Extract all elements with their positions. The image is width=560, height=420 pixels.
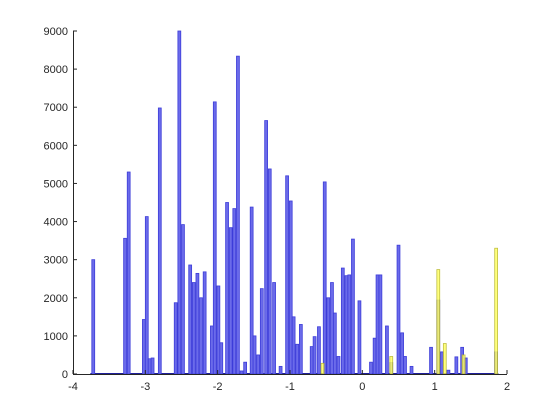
histogram-bar [259, 288, 264, 375]
histogram-bar [91, 259, 96, 375]
histogram-bar [378, 274, 383, 375]
histogram-bar [291, 316, 296, 375]
histogram-bar [210, 325, 214, 375]
histogram-bar [142, 319, 146, 375]
x-tick-label: -3 [140, 381, 150, 393]
y-tick-label: 3000 [44, 255, 68, 267]
histogram-bar [150, 357, 155, 375]
histogram-bar [256, 354, 261, 375]
histogram-bar [317, 326, 321, 375]
histogram-bar [177, 30, 182, 375]
histogram-bar [272, 282, 276, 375]
histogram-bar [188, 264, 193, 375]
bars-layer [90, 30, 499, 375]
histogram-bar [278, 365, 283, 375]
y-tick-label: 5000 [44, 178, 68, 190]
histogram-bar [442, 343, 447, 375]
x-tick-label: -4 [68, 381, 78, 393]
histogram-bar [389, 356, 394, 375]
histogram-bar [252, 335, 257, 375]
histogram-bar [320, 362, 325, 375]
histogram-bar [385, 325, 389, 375]
histogram-bar [330, 282, 334, 375]
histogram-bar [494, 247, 498, 375]
histogram-bar [336, 356, 341, 375]
histogram-bar [173, 302, 178, 375]
histogram-bar [309, 346, 314, 375]
histogram-bar [409, 365, 414, 375]
histogram-bar [375, 274, 380, 375]
histogram-bar [228, 227, 233, 375]
histogram-bar [295, 343, 300, 375]
histogram-bar [322, 181, 327, 375]
histogram-bar [285, 175, 289, 375]
y-tick-label: 8000 [44, 64, 68, 76]
series-1 [320, 247, 498, 375]
y-tick-label: 2000 [44, 293, 68, 305]
histogram-bar [440, 351, 444, 375]
x-tick-label: -2 [213, 381, 223, 393]
y-tick-label: 1000 [44, 331, 68, 343]
x-tick-label: 1 [432, 381, 438, 393]
plot-area: -4 -3 -2 -1 0 1 2 0 1000 2000 3000 4000 5000 6000 700… [44, 26, 511, 393]
histogram-bar [216, 285, 221, 375]
histogram-bar [219, 342, 224, 375]
histogram-bar [340, 267, 345, 375]
histogram-bar [403, 356, 407, 375]
histogram-bar [347, 274, 352, 375]
x-tick-label: 2 [504, 381, 510, 393]
y-tick-label: 7000 [44, 102, 68, 114]
y-tick-label: 0 [62, 369, 68, 381]
histogram-bar [123, 237, 127, 375]
axes-layer [73, 31, 507, 375]
y-tick-label: 4000 [44, 217, 68, 229]
histogram-bar [429, 346, 433, 375]
histogram-bar [288, 200, 293, 375]
x-tick-label: -1 [285, 381, 295, 393]
histogram-bar [351, 238, 355, 375]
histogram-bar [326, 297, 331, 375]
histogram-bar [126, 171, 131, 375]
histogram-bar [243, 361, 247, 375]
histogram-bar [446, 369, 451, 375]
histogram-bar [195, 272, 200, 375]
y-axis-ticks: 0 1000 2000 3000 4000 5000 6000 7000 8000 9000 [44, 26, 77, 381]
histogram-bar [157, 107, 162, 375]
histogram-bar [436, 269, 441, 375]
histogram-bar [147, 358, 152, 375]
histogram-bar [332, 312, 337, 375]
histogram-bar [344, 275, 349, 375]
histogram-bar [144, 216, 149, 375]
histogram-bar [396, 244, 401, 375]
histogram-bar [372, 337, 377, 375]
histogram-bar [191, 282, 196, 375]
x-axis-ticks: -4 -3 -2 -1 0 1 2 [68, 370, 510, 393]
histogram-bar [181, 224, 185, 375]
histogram-bar [400, 332, 404, 375]
histogram-bar [236, 55, 240, 375]
histogram-bar [249, 206, 254, 375]
histogram-bar [225, 202, 229, 375]
histogram-bar [369, 361, 373, 375]
histogram-bar [232, 208, 237, 375]
histogram-bar [299, 324, 303, 375]
histogram-bar [239, 370, 244, 375]
y-tick-label: 6000 [44, 140, 68, 152]
histogram-bar [202, 271, 207, 375]
histogram-bar [267, 168, 272, 375]
histogram-bar [199, 297, 203, 375]
histogram-bar [454, 356, 459, 375]
histogram-bar [212, 101, 217, 375]
histogram-bar [264, 120, 268, 375]
histogram-bar [461, 354, 466, 375]
histogram-bar [312, 336, 317, 375]
histogram-bar [357, 300, 362, 375]
x-tick-label: 0 [359, 381, 365, 393]
y-tick-label: 9000 [44, 26, 68, 38]
